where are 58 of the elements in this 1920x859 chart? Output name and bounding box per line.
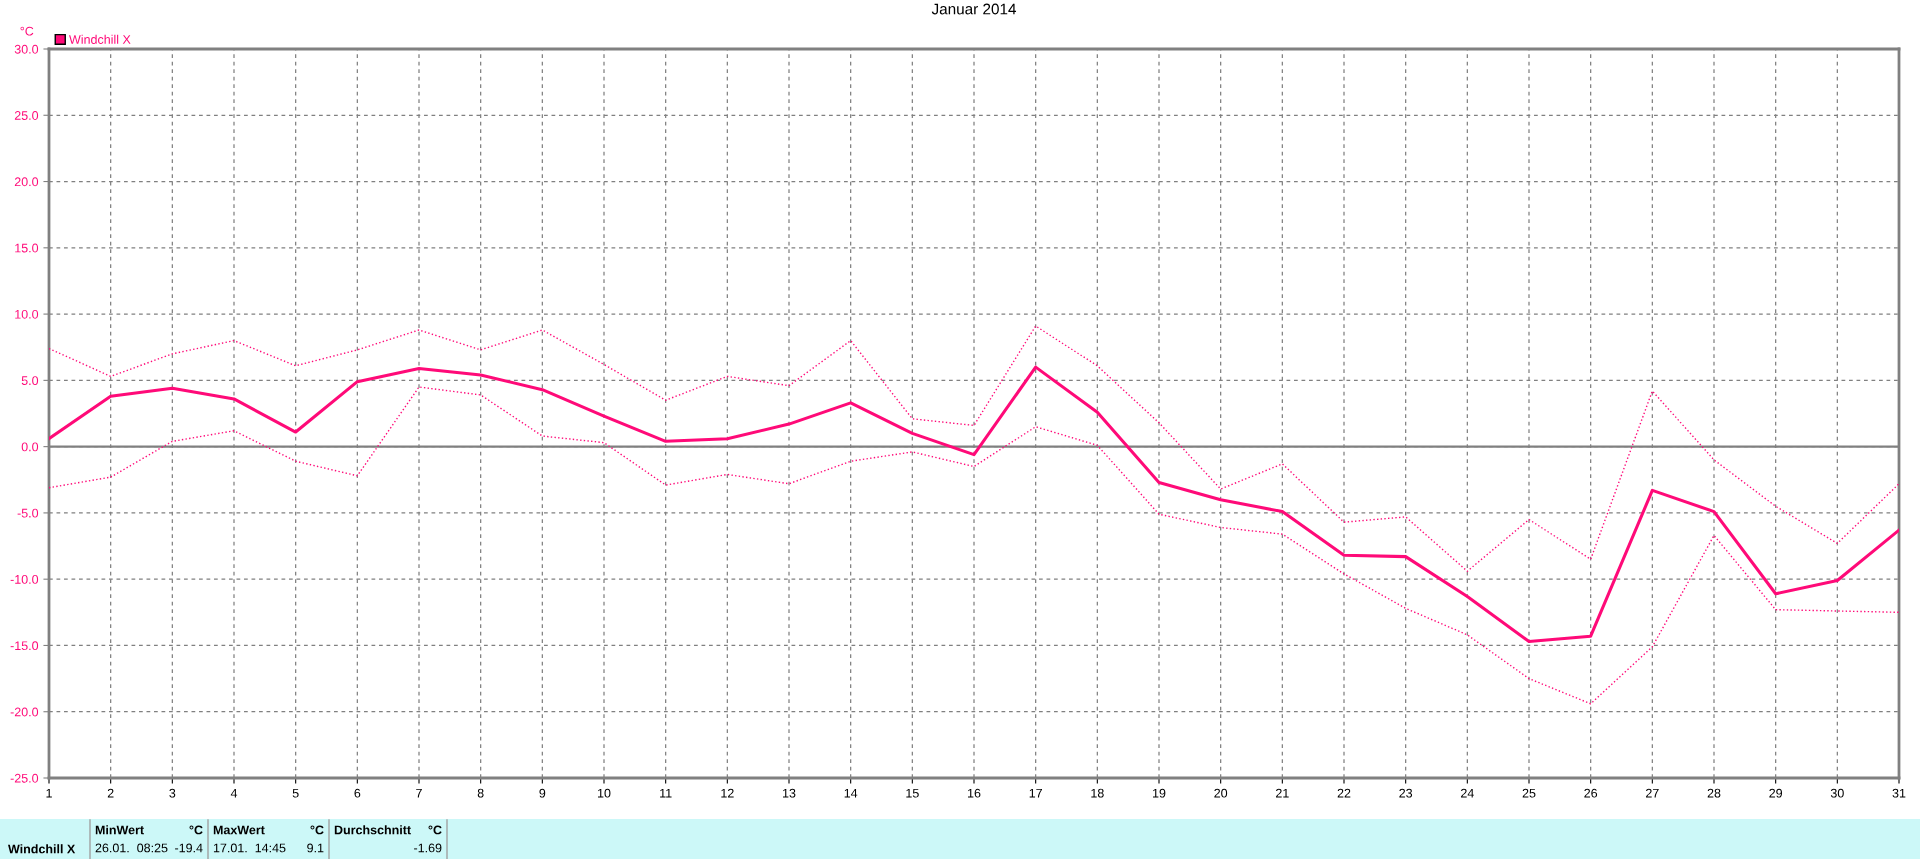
x-tick-label: 22: [1337, 788, 1351, 798]
x-tick-label: 31: [1892, 788, 1906, 798]
x-tick-label: 3: [169, 788, 176, 798]
text: Durchschnitt: [334, 825, 411, 835]
x-tick-label: 12: [721, 788, 734, 798]
y-tick-label: 5.0: [21, 376, 39, 386]
y-tick-label: -25.0: [10, 773, 39, 783]
x-tick-label: 18: [1091, 788, 1104, 798]
x-tick-label: 7: [416, 788, 422, 798]
chart-title: Januar 2014: [931, 3, 1017, 15]
y-tick-label: -15.0: [10, 641, 39, 651]
text: MaxWert: [213, 825, 265, 835]
legend-label: Windchill X: [69, 34, 131, 44]
y-tick-label: -5.0: [17, 508, 39, 518]
x-tick-label: 29: [1769, 788, 1783, 798]
y-tick-label: 15.0: [15, 243, 39, 253]
x-tick-label: 2: [107, 788, 114, 798]
x-tick-label: 26: [1584, 788, 1598, 798]
x-tick-label: 24: [1461, 788, 1474, 798]
text: 26.01. 08:25: [95, 843, 168, 853]
y-tick-label: 10.0: [15, 309, 39, 319]
y-axis-title: °C: [20, 26, 34, 36]
text: MinWert: [95, 825, 144, 835]
text: 9.1: [307, 843, 324, 853]
text: 17.01. 14:45: [213, 843, 286, 853]
x-tick-label: 8: [477, 788, 484, 798]
y-tick-label: 0.0: [21, 442, 39, 452]
x-tick-label: 20: [1214, 788, 1228, 798]
y-tick-label: 30.0: [14, 44, 39, 54]
x-tick-label: 13: [783, 788, 796, 798]
x-tick-label: 1: [46, 788, 52, 798]
x-tick-label: 10: [598, 788, 611, 798]
y-tick-label: -10.0: [10, 574, 39, 584]
x-tick-label: 17: [1029, 788, 1042, 798]
x-tick-label: 21: [1276, 788, 1289, 798]
x-tick-label: 25: [1522, 788, 1536, 798]
x-tick-label: 28: [1707, 788, 1721, 798]
x-tick-label: 14: [844, 788, 858, 798]
y-tick-label: -20.0: [10, 707, 39, 717]
x-tick-label: 6: [354, 788, 361, 798]
x-tick-label: 4: [230, 788, 238, 798]
text: -19.4: [175, 843, 203, 853]
x-tick-label: 9: [539, 788, 546, 798]
y-tick-label: 20.0: [14, 177, 39, 187]
y-tick-label: 25.0: [14, 111, 39, 120]
text: °C: [428, 825, 442, 835]
x-tick-label: 16: [968, 788, 981, 798]
x-tick-label: 23: [1399, 788, 1413, 798]
x-tick-label: 11: [660, 788, 672, 798]
text: °C: [189, 825, 203, 835]
text: Windchill X: [8, 844, 76, 854]
text: °C: [310, 825, 324, 835]
x-tick-label: 5: [292, 788, 299, 798]
x-tick-label: 19: [1153, 788, 1166, 798]
x-tick-label: 15: [906, 788, 919, 798]
text: -1.69: [414, 843, 442, 853]
x-tick-label: 30: [1830, 788, 1844, 798]
x-tick-label: 27: [1646, 788, 1659, 798]
